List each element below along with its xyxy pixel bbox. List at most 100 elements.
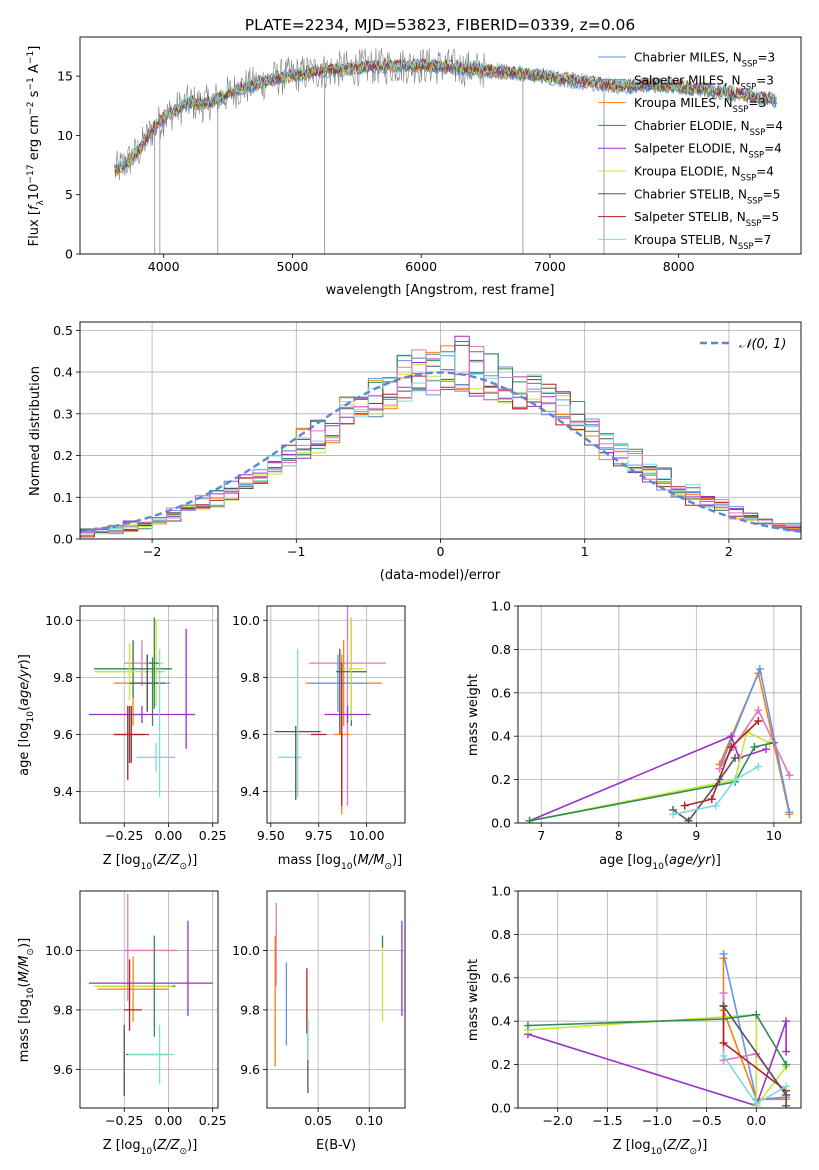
x-tick-label: 9.50 xyxy=(257,828,285,843)
mass-weight-marker xyxy=(754,717,763,726)
y-tick-label: 0.1 xyxy=(53,490,73,505)
legend-entry: Salpeter ELODIE, NSSP=4 xyxy=(634,142,782,160)
x-tick-label: 9.75 xyxy=(305,828,333,843)
x-axis-label: age [log10(age/yr)] xyxy=(599,853,721,872)
mass-weight-line xyxy=(672,765,759,816)
x-tick-label: −2.0 xyxy=(543,1113,573,1128)
x-axis-label: mass [log10(M/M⊙)] xyxy=(278,853,402,872)
y-tick-label: 10 xyxy=(57,128,73,143)
axes-frame xyxy=(79,36,802,255)
x-tick-label: 7 xyxy=(537,828,545,843)
axes-age-vs-Z: −0.25 0.00 0.25 9.4 9.6 9.8 10.0 xyxy=(45,605,227,843)
x-axis-label: Z [log10(Z/Z⊙)] xyxy=(103,1138,198,1157)
x-tick-label: −1.5 xyxy=(592,1113,622,1128)
x-tick-label: 0.00 xyxy=(155,828,183,843)
y-tick-label: 0.5 xyxy=(53,323,73,338)
x-tick-label: 10 xyxy=(766,828,782,843)
mass-weight-marker xyxy=(719,1051,728,1060)
x-tick-label: 9 xyxy=(692,828,700,843)
normal-reference-line xyxy=(80,371,801,533)
y-tick-label: 5 xyxy=(65,187,73,202)
y-tick-label: 9.8 xyxy=(240,1002,260,1017)
mass-weight-marker xyxy=(782,1082,791,1091)
axes-residuals: −2 −1 0 1 2 0.0 0.1 0.2 0.3 0.4 0.5 xyxy=(53,321,802,559)
y-tick-label: 0.0 xyxy=(491,1101,511,1116)
mass-weight-line xyxy=(529,730,771,822)
y-tick-label: 0.2 xyxy=(491,772,511,787)
x-tick-label: 6000 xyxy=(405,259,437,274)
y-axis-label: Normed distribution xyxy=(28,366,43,496)
mass-weight-marker xyxy=(684,816,693,823)
axes-frame xyxy=(517,890,802,1109)
grid xyxy=(80,891,218,1108)
spectrum-model-line xyxy=(114,56,777,173)
y-tick-label: 1.0 xyxy=(491,599,511,614)
mass-weight-marker xyxy=(754,706,763,715)
x-tick-label: 0.25 xyxy=(199,1113,227,1128)
y-tick-label: 9.6 xyxy=(53,1062,73,1077)
mass-weight-marker xyxy=(782,1017,791,1026)
plot-area xyxy=(80,335,801,538)
plot-area xyxy=(88,617,195,798)
y-axis-label: mass weight xyxy=(466,959,481,1041)
y-tick-label: 9.4 xyxy=(240,784,260,799)
y-axis-label: mass weight xyxy=(466,674,481,756)
mass-weight-marker xyxy=(525,816,534,823)
mass-weight-marker xyxy=(669,810,678,819)
mass-weight-marker xyxy=(752,1010,761,1019)
x-tick-label: 0.10 xyxy=(355,1113,383,1128)
y-tick-label: 9.4 xyxy=(53,784,73,799)
x-tick-label: 8000 xyxy=(663,259,695,274)
legend-entry: Salpeter MILES, NSSP=3 xyxy=(634,73,774,91)
y-tick-label: 1.0 xyxy=(491,884,511,899)
mass-weight-marker xyxy=(782,1047,791,1056)
legend-entry: Salpeter STELIB, NSSP=5 xyxy=(634,210,779,228)
y-tick-label: 0.4 xyxy=(491,729,511,744)
mass-weight-marker xyxy=(523,1021,532,1030)
x-tick-label: −2 xyxy=(143,544,161,559)
y-axis-label: mass [log10(M/M⊙)] xyxy=(17,938,36,1062)
mass-weight-marker xyxy=(785,808,794,817)
y-tick-label: 9.6 xyxy=(240,1062,260,1077)
x-tick-label: 0 xyxy=(437,544,445,559)
mass-weight-marker xyxy=(727,732,736,741)
histogram-series-line xyxy=(80,351,801,532)
y-tick-label: 10.0 xyxy=(232,613,260,628)
y-tick-label: 9.8 xyxy=(53,670,73,685)
grid xyxy=(267,891,405,1108)
spectrum-model-line xyxy=(114,56,777,170)
x-tick-label: −1.0 xyxy=(642,1113,672,1128)
mass-weight-line xyxy=(672,757,736,822)
axes-mass-vs-Z: −0.25 0.00 0.25 9.6 9.8 10.0 xyxy=(45,890,227,1128)
axes-mass-weight-vs-Z: −2.0 −1.5 −1.0 −0.5 0.0 0.0 0.2 0.4 0.6 0.8 1.0 xyxy=(491,884,802,1128)
mass-weight-marker xyxy=(719,1002,728,1011)
x-tick-label: −0.25 xyxy=(105,1113,143,1128)
x-axis-label: Z [log10(Z/Z⊙)] xyxy=(103,853,198,872)
mass-weight-marker xyxy=(680,801,689,810)
y-tick-label: 0.2 xyxy=(491,1057,511,1072)
y-tick-label: 9.8 xyxy=(53,1002,73,1017)
x-tick-label: 2 xyxy=(725,544,733,559)
x-tick-label: −0.25 xyxy=(105,828,143,843)
legend-entry: Kroupa STELIB, NSSP=7 xyxy=(634,233,771,251)
y-tick-label: 0 xyxy=(65,247,73,262)
axes-frame xyxy=(79,321,802,540)
y-tick-label: 9.6 xyxy=(53,727,73,742)
y-tick-label: 0.3 xyxy=(53,406,73,421)
x-tick-label: 5000 xyxy=(277,259,309,274)
plot-area xyxy=(525,664,794,823)
x-tick-label: 10.00 xyxy=(349,828,385,843)
legend-entry: 𝒩(0, 1) xyxy=(739,337,786,352)
x-tick-label: 0.25 xyxy=(199,828,227,843)
y-tick-label: 9.6 xyxy=(240,727,260,742)
axes-frame xyxy=(517,605,802,824)
axes-frame xyxy=(79,605,219,824)
y-tick-label: 10.0 xyxy=(232,943,260,958)
x-tick-label: 4000 xyxy=(148,259,180,274)
x-tick-label: −1 xyxy=(287,544,305,559)
legend-entry: Kroupa MILES, NSSP=3 xyxy=(634,96,766,114)
mass-weight-marker xyxy=(762,745,771,754)
mass-weight-marker xyxy=(755,664,764,673)
mass-weight-marker xyxy=(754,762,763,771)
